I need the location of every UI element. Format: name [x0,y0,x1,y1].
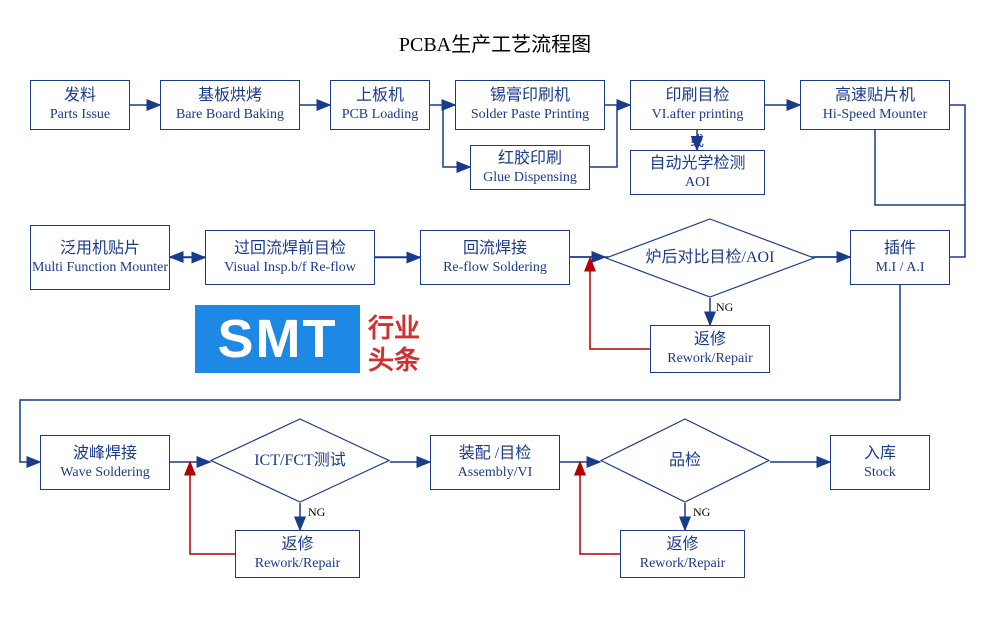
edge-9 [950,105,965,205]
node-en-n10: M.I / A.I [876,259,925,277]
or-label: 或 [690,131,704,151]
node-n10: 插件M.I / A.I [850,230,950,285]
ng-label-0: NG [716,300,733,315]
node-cn-n4b: 红胶印刷 [498,149,562,169]
node-cn-n7: 泛用机贴片 [60,239,140,259]
node-en-n5: VI.after printing [652,106,744,124]
node-cn-n4: 锡膏印刷机 [490,86,570,106]
node-r1: 返修Rework/Repair [650,325,770,373]
node-n5b: 自动光学检测AOI [630,150,765,195]
node-n11: 波峰焊接Wave Soldering [40,435,170,490]
node-en-n8: Visual Insp.b/f Re-flow [224,259,356,277]
node-n3: 上板机PCB Loading [330,80,430,130]
node-n6: 高速贴片机Hi-Speed Mounter [800,80,950,130]
node-en-n11: Wave Soldering [60,464,149,482]
node-n2: 基板烘烤Bare Board Baking [160,80,300,130]
node-n1: 发料Parts Issue [30,80,130,130]
flowchart-title: PCBA生产工艺流程图 [0,28,990,57]
node-en-n13: Stock [864,464,896,482]
node-en-n12: Assembly/VI [458,464,533,482]
node-en-n3: PCB Loading [342,106,419,124]
node-n12: 装配 /目检Assembly/VI [430,435,560,490]
node-n5: 印刷目检VI.after printing [630,80,765,130]
node-en-n6: Hi-Speed Mounter [823,106,928,124]
node-n13: 入库Stock [830,435,930,490]
node-cn-n5: 印刷目检 [665,86,729,106]
node-cn-n1: 发料 [64,86,96,106]
node-cn-n10: 插件 [884,239,916,259]
node-en-n4b: Glue Dispensing [483,169,577,187]
node-en-n4: Solder Paste Printing [471,106,589,124]
node-cn-n12: 装配 /目检 [459,444,531,464]
node-cn-n9: 回流焊接 [463,239,527,259]
node-cn-n6: 高速贴片机 [835,86,915,106]
node-en-n5b: AOI [685,174,710,192]
watermark-logo: SMT [195,305,360,373]
node-r3: 返修Rework/Repair [620,530,745,578]
diamond-label-d2: ICT/FCT测试 [254,451,346,470]
diamond-d2: ICT/FCT测试 [210,418,390,503]
node-cn-n3: 上板机 [356,86,404,106]
node-en-n9: Re-flow Soldering [443,259,547,277]
node-cn-n2: 基板烘烤 [198,86,262,106]
diamond-label-d1: 炉后对比目检/AOI [646,248,775,267]
diamond-d3: 品检 [600,418,770,503]
ng-label-2: NG [693,505,710,520]
node-cn-n11: 波峰焊接 [73,444,137,464]
node-cn-n13: 入库 [864,444,896,464]
diamond-d1: 炉后对比目检/AOI [605,218,815,298]
node-cn-r3: 返修 [666,535,698,555]
node-n7: 泛用机贴片Multi Function Mounter [30,225,170,290]
node-n4b: 红胶印刷Glue Dispensing [470,145,590,190]
node-n8: 过回流焊前目检Visual Insp.b/f Re-flow [205,230,375,285]
node-cn-r1: 返修 [694,330,726,350]
node-n4: 锡膏印刷机Solder Paste Printing [455,80,605,130]
watermark-text-2: 头条 [368,340,420,377]
node-en-n2: Bare Board Baking [176,106,284,124]
ng-label-1: NG [308,505,325,520]
node-cn-n5b: 自动光学检测 [649,154,745,174]
node-en-n7: Multi Function Mounter [32,259,168,277]
node-cn-n8: 过回流焊前目检 [234,239,346,259]
node-en-r2: Rework/Repair [255,555,341,573]
node-n9: 回流焊接Re-flow Soldering [420,230,570,285]
node-en-r3: Rework/Repair [640,555,726,573]
node-cn-r2: 返修 [281,535,313,555]
node-en-n1: Parts Issue [50,106,110,124]
node-en-r1: Rework/Repair [667,350,753,368]
node-r2: 返修Rework/Repair [235,530,360,578]
diamond-label-d3: 品检 [669,451,701,470]
